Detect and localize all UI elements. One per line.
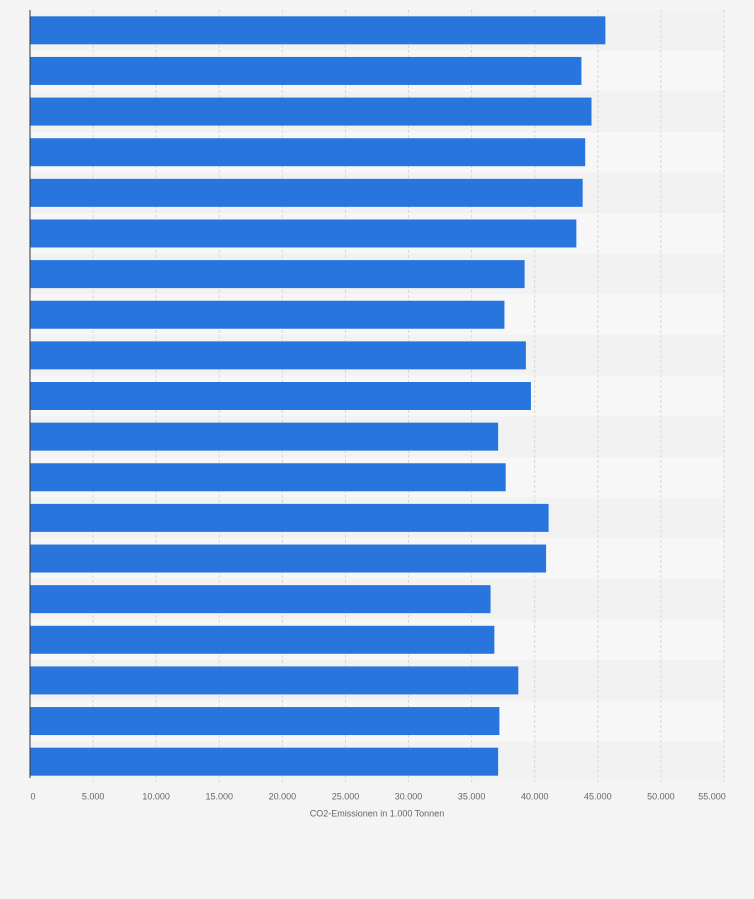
x-tick-label: 20.000 <box>269 791 297 801</box>
x-tick-label: 45.000 <box>584 791 612 801</box>
x-tick-label: 35.000 <box>458 791 486 801</box>
bar <box>30 503 549 532</box>
bar <box>30 747 499 776</box>
bar <box>30 219 577 248</box>
bar <box>30 16 606 45</box>
x-tick-label: 0 <box>30 791 35 801</box>
bar <box>30 625 495 654</box>
bar <box>30 707 500 736</box>
x-tick-label: 5.000 <box>82 791 105 801</box>
bar <box>30 56 582 85</box>
bar <box>30 382 531 410</box>
x-tick-label: 10.000 <box>142 791 170 801</box>
x-tick-label: 30.000 <box>395 791 423 801</box>
bar <box>30 97 592 126</box>
bar <box>30 422 499 451</box>
bar <box>30 300 505 329</box>
bar <box>30 260 525 289</box>
bar <box>30 544 547 573</box>
x-tick-label: 25.000 <box>332 791 360 801</box>
bar <box>30 341 526 370</box>
x-tick-label: 40.000 <box>521 791 549 801</box>
x-tick-label: 55.000 <box>698 791 726 801</box>
x-axis-label: CO2-Emissionen in 1.000 Tonnen <box>310 808 444 818</box>
bar <box>30 138 586 167</box>
bar <box>30 585 491 614</box>
bar <box>30 666 519 695</box>
bar <box>30 178 583 207</box>
x-tick-label: 15.000 <box>206 791 234 801</box>
bar <box>30 463 506 492</box>
x-tick-label: 50.000 <box>647 791 675 801</box>
